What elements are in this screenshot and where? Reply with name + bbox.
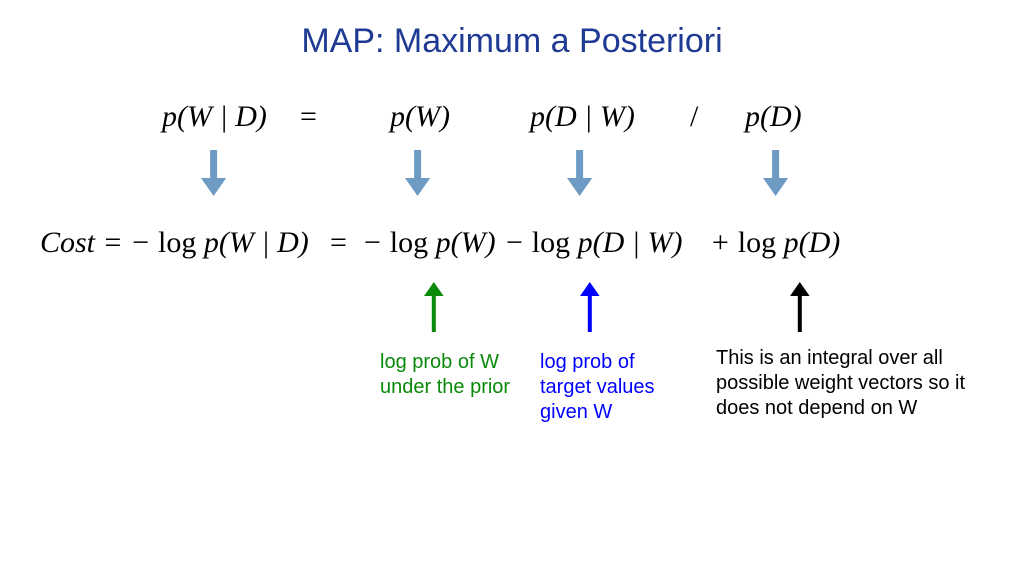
- down-arrow-icon: [405, 150, 430, 196]
- caption-integral: This is an integral over all possible we…: [716, 346, 976, 421]
- eq2-equals: =: [330, 226, 347, 260]
- down-arrow-icon: [567, 150, 592, 196]
- up-arrow-icon: [424, 282, 444, 332]
- eq2-t2: − log p(W): [362, 226, 496, 260]
- eq2-cost: Cost = − log p(W | D): [40, 226, 309, 260]
- eq1-pD: p(D): [745, 100, 802, 134]
- slide-title: MAP: Maximum a Posteriori: [0, 22, 1024, 61]
- up-arrow-icon: [790, 282, 810, 332]
- down-arrow-icon: [763, 150, 788, 196]
- eq2-t3: − log p(D | W): [504, 226, 682, 260]
- eq1-equals: =: [300, 100, 317, 134]
- caption-target: log prob of target values given W: [540, 350, 660, 425]
- eq2-t4: + log p(D): [710, 226, 840, 260]
- eq1-slash: /: [690, 100, 698, 134]
- eq1-pW: p(W): [390, 100, 450, 134]
- caption-prior: log prob of W under the prior: [380, 350, 520, 400]
- eq1-pDW: p(D | W): [530, 100, 635, 134]
- down-arrow-icon: [201, 150, 226, 196]
- eq1-pWD: p(W | D): [162, 100, 267, 134]
- up-arrow-icon: [580, 282, 600, 332]
